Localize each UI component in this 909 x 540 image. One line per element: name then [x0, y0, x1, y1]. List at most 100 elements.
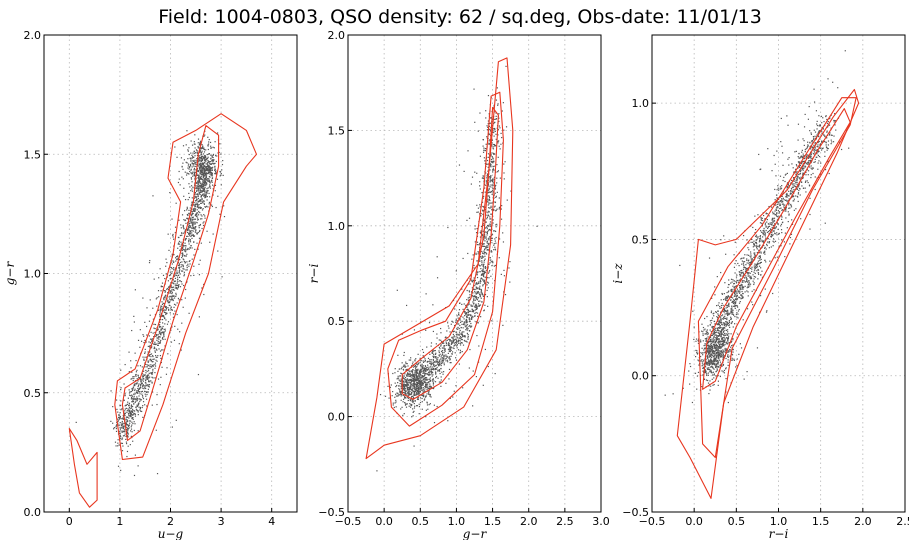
data-point	[191, 157, 193, 159]
data-point	[212, 194, 214, 196]
data-point	[491, 161, 493, 163]
data-point	[718, 352, 721, 354]
data-point	[198, 169, 200, 172]
data-point	[194, 193, 196, 195]
data-point	[410, 404, 413, 407]
data-point	[455, 338, 457, 340]
data-point	[500, 208, 502, 210]
data-point	[497, 142, 499, 144]
data-point	[494, 205, 496, 207]
data-point	[200, 202, 202, 204]
data-point	[206, 230, 208, 232]
data-point	[144, 374, 146, 377]
data-point	[397, 394, 399, 396]
data-point	[464, 335, 466, 337]
data-point	[201, 218, 203, 220]
data-point	[117, 442, 119, 444]
data-point	[198, 155, 200, 157]
data-point	[215, 206, 217, 209]
data-point	[807, 181, 809, 184]
data-point	[170, 286, 172, 288]
data-point	[503, 269, 505, 272]
data-point	[403, 388, 405, 391]
data-point	[477, 271, 479, 273]
data-point	[480, 278, 482, 280]
data-point	[489, 269, 491, 272]
data-point	[459, 329, 461, 332]
data-point	[138, 388, 141, 390]
data-point	[199, 164, 201, 166]
data-point	[402, 385, 404, 387]
data-point	[420, 387, 422, 390]
data-point	[447, 226, 449, 229]
data-point	[169, 192, 171, 194]
data-point	[179, 286, 182, 288]
data-point	[485, 253, 488, 255]
data-point	[793, 198, 795, 200]
data-point	[415, 384, 417, 387]
data-point	[790, 233, 793, 235]
data-point	[212, 160, 214, 162]
data-point	[178, 284, 180, 286]
data-point	[202, 189, 204, 192]
data-point	[409, 381, 411, 384]
y-tick-label: 0.0	[632, 370, 650, 383]
data-point	[189, 241, 192, 243]
data-point	[482, 139, 484, 141]
data-point	[201, 215, 203, 217]
data-point	[190, 168, 192, 170]
data-point	[182, 264, 184, 266]
data-point	[397, 377, 399, 379]
data-point	[208, 186, 211, 188]
data-point	[498, 120, 500, 122]
data-point	[463, 322, 465, 324]
data-point	[811, 140, 813, 142]
data-point	[464, 326, 466, 328]
data-point	[177, 328, 179, 330]
data-point	[817, 144, 819, 146]
data-point	[494, 187, 496, 189]
data-point	[177, 181, 180, 184]
data-point	[492, 166, 494, 168]
data-point	[418, 382, 420, 384]
data-point	[187, 235, 189, 237]
data-point	[446, 330, 448, 332]
data-point	[206, 183, 208, 185]
data-point	[424, 382, 426, 384]
data-point	[191, 215, 193, 217]
data-point	[137, 385, 139, 388]
data-point	[184, 261, 186, 263]
data-point	[208, 166, 210, 168]
data-point	[503, 178, 505, 180]
data-point	[443, 351, 445, 354]
data-point	[115, 427, 118, 430]
data-point	[185, 144, 187, 146]
data-point	[502, 324, 504, 327]
data-point	[186, 269, 188, 271]
data-point	[145, 377, 147, 379]
data-point	[203, 147, 205, 149]
data-point	[494, 153, 496, 155]
data-point	[173, 295, 175, 297]
data-point	[420, 369, 422, 371]
data-point	[185, 249, 187, 251]
data-point	[754, 269, 756, 271]
data-point	[137, 389, 139, 392]
data-point	[117, 465, 120, 467]
data-point	[491, 265, 493, 267]
data-point	[183, 219, 185, 221]
data-point	[204, 182, 206, 185]
data-point	[119, 429, 121, 431]
data-point	[734, 262, 736, 265]
data-point	[406, 383, 408, 385]
data-point	[411, 403, 413, 406]
data-point	[483, 243, 485, 245]
data-point	[480, 230, 482, 232]
data-point	[440, 367, 442, 370]
data-point	[408, 391, 410, 393]
data-point	[415, 373, 418, 375]
data-point	[169, 312, 171, 314]
data-point	[157, 290, 160, 292]
data-point	[415, 379, 417, 382]
data-point	[393, 406, 395, 409]
